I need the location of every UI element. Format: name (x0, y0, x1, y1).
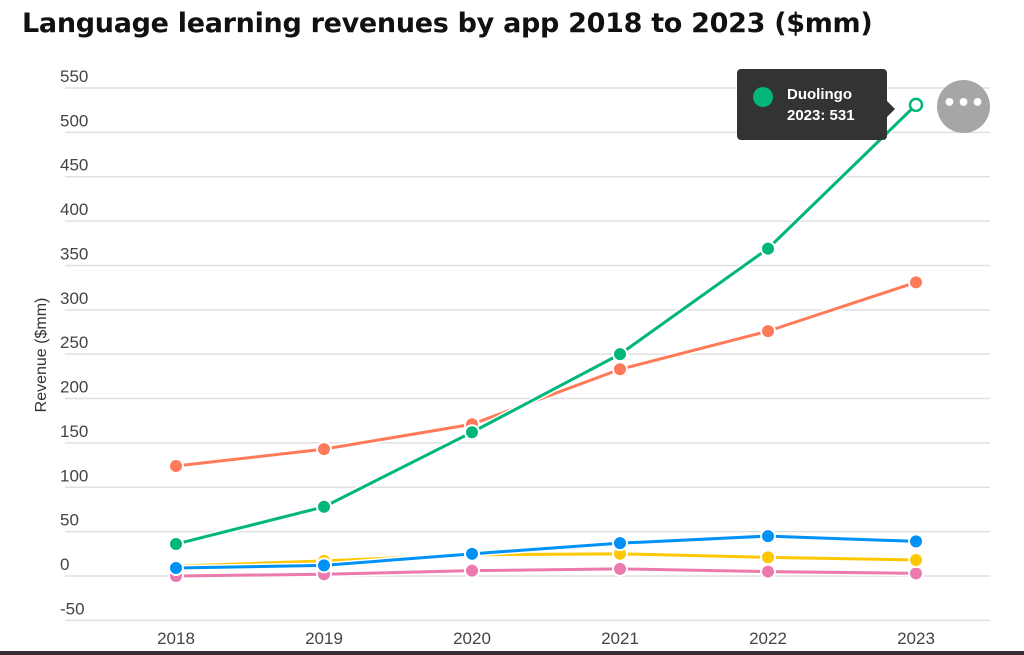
y-tick-label: 50 (60, 511, 79, 530)
data-point (612, 535, 628, 552)
bottom-bar (0, 651, 1024, 655)
data-point (168, 536, 184, 553)
data-point (760, 563, 776, 580)
data-point (760, 323, 776, 340)
y-tick-label: -50 (60, 599, 85, 618)
tooltip-series-dot (753, 87, 773, 107)
y-tick-label: 250 (60, 333, 88, 352)
data-point (612, 346, 628, 363)
data-point (168, 560, 184, 577)
data-point (908, 552, 924, 569)
tooltip-series-name: Duolingo (787, 86, 852, 103)
y-tick-label: 200 (60, 378, 88, 397)
data-point (760, 528, 776, 545)
x-tick-label: 2021 (601, 629, 639, 648)
data-point (760, 240, 776, 257)
chart-title: Language learning revenues by app 2018 t… (22, 8, 873, 39)
y-tick-label: 450 (60, 156, 88, 175)
x-tick-label: 2018 (157, 629, 195, 648)
data-point (464, 562, 480, 579)
series-line (175, 280, 917, 468)
data-point (908, 565, 924, 582)
y-tick-label: 400 (60, 200, 88, 219)
data-point (316, 441, 332, 458)
series-line (175, 552, 917, 568)
series-line (175, 534, 917, 570)
data-point (464, 424, 480, 441)
y-tick-label: 300 (60, 289, 88, 308)
data-point (908, 533, 924, 550)
tooltip: Duolingo 2023: 531 (737, 69, 895, 140)
x-tick-label: 2019 (305, 629, 343, 648)
data-point (168, 457, 184, 474)
data-point (316, 498, 332, 515)
data-point (612, 361, 628, 378)
y-tick-label: 550 (60, 67, 88, 86)
y-tick-label: 0 (60, 555, 69, 574)
y-tick-label: 350 (60, 244, 88, 263)
series-line (175, 103, 918, 546)
tooltip-value: 2023: 531 (787, 107, 855, 124)
more-options-button[interactable]: ••• (937, 80, 990, 133)
y-tick-label: 500 (60, 111, 88, 130)
data-point (760, 549, 776, 566)
more-horizontal-icon: ••• (942, 91, 985, 116)
y-axis-label: Revenue ($mm) (33, 298, 50, 413)
x-tick-label: 2022 (749, 629, 787, 648)
data-point (464, 545, 480, 562)
x-tick-label: 2023 (897, 629, 935, 648)
data-point (612, 560, 628, 577)
data-point (908, 97, 924, 113)
y-tick-label: 150 (60, 422, 88, 441)
x-tick-label: 2020 (453, 629, 491, 648)
data-point (908, 274, 924, 291)
series-line (175, 567, 917, 578)
y-tick-label: 100 (60, 466, 88, 485)
data-point (316, 557, 332, 574)
series-line-halo (175, 102, 919, 547)
